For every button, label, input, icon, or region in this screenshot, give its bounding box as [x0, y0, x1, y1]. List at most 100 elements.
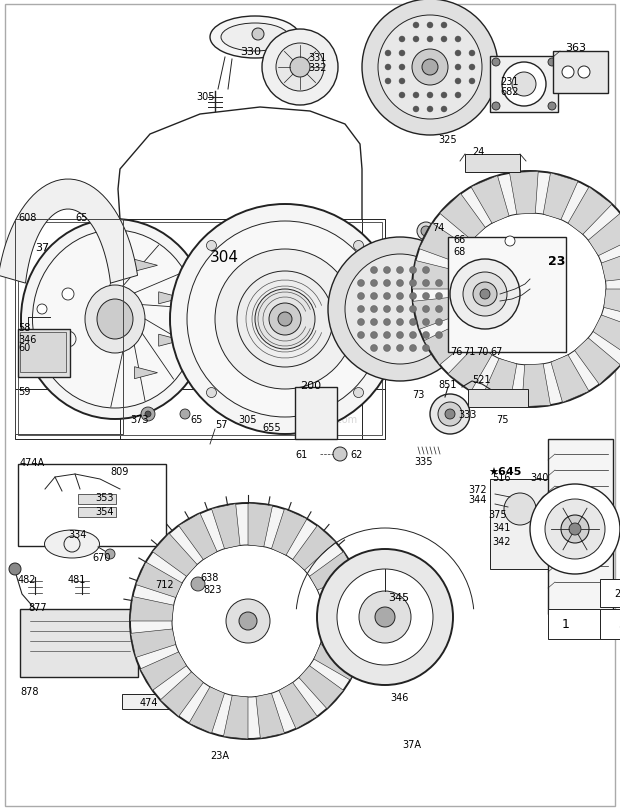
- Text: 655: 655: [262, 423, 281, 432]
- Polygon shape: [223, 696, 248, 739]
- Circle shape: [454, 214, 606, 366]
- Circle shape: [375, 607, 395, 627]
- Ellipse shape: [45, 530, 99, 558]
- Circle shape: [412, 172, 620, 407]
- Bar: [18, 223, 382, 436]
- Circle shape: [385, 79, 391, 85]
- Circle shape: [399, 79, 405, 85]
- Circle shape: [409, 293, 417, 300]
- Circle shape: [105, 549, 115, 560]
- Circle shape: [569, 523, 581, 535]
- Polygon shape: [588, 214, 620, 256]
- Circle shape: [492, 103, 500, 111]
- Text: 341: 341: [492, 522, 510, 532]
- Circle shape: [545, 500, 605, 560]
- Circle shape: [384, 280, 391, 287]
- Circle shape: [397, 345, 404, 352]
- Circle shape: [358, 319, 365, 326]
- Circle shape: [359, 591, 411, 643]
- Circle shape: [226, 599, 270, 643]
- Bar: [465, 155, 520, 173]
- Circle shape: [255, 290, 315, 350]
- Polygon shape: [256, 693, 285, 739]
- Text: 73: 73: [412, 389, 424, 400]
- Text: 481: 481: [68, 574, 86, 584]
- Polygon shape: [448, 344, 492, 392]
- Text: 60: 60: [18, 342, 30, 353]
- Polygon shape: [522, 364, 551, 407]
- Circle shape: [422, 332, 430, 339]
- Polygon shape: [510, 172, 538, 215]
- Circle shape: [378, 16, 482, 120]
- Circle shape: [328, 238, 472, 381]
- Text: 877: 877: [28, 603, 46, 612]
- Circle shape: [145, 411, 151, 418]
- Circle shape: [262, 30, 338, 106]
- Polygon shape: [551, 355, 589, 403]
- Circle shape: [455, 65, 461, 71]
- Text: 682: 682: [500, 87, 518, 97]
- Circle shape: [430, 394, 470, 435]
- Text: 346: 346: [390, 692, 409, 702]
- Polygon shape: [601, 249, 620, 281]
- Text: 712: 712: [155, 579, 174, 590]
- Circle shape: [353, 388, 363, 398]
- Bar: [18, 465, 166, 547]
- Text: 482: 482: [18, 574, 37, 584]
- Text: 62: 62: [350, 449, 362, 460]
- Circle shape: [506, 266, 554, 314]
- Text: 334: 334: [68, 530, 86, 539]
- Circle shape: [384, 267, 391, 274]
- Circle shape: [399, 93, 405, 99]
- Circle shape: [345, 255, 455, 365]
- Polygon shape: [130, 597, 174, 621]
- Circle shape: [333, 448, 347, 461]
- Circle shape: [422, 293, 430, 300]
- Circle shape: [412, 50, 448, 86]
- Circle shape: [441, 93, 447, 99]
- Circle shape: [413, 37, 419, 43]
- Text: 74: 74: [432, 223, 445, 233]
- Circle shape: [422, 267, 430, 274]
- Circle shape: [384, 306, 391, 313]
- Bar: [600, 609, 620, 639]
- Circle shape: [455, 79, 461, 85]
- Text: 2★3: 2★3: [614, 588, 620, 599]
- Text: 24: 24: [472, 147, 484, 157]
- Circle shape: [187, 221, 383, 418]
- Circle shape: [505, 237, 515, 247]
- Text: 516: 516: [492, 473, 510, 483]
- Circle shape: [397, 280, 404, 287]
- Polygon shape: [314, 645, 360, 680]
- Circle shape: [409, 267, 417, 274]
- Circle shape: [548, 59, 556, 67]
- Text: 70: 70: [476, 346, 489, 357]
- Polygon shape: [419, 224, 467, 264]
- Circle shape: [384, 319, 391, 326]
- Circle shape: [520, 280, 540, 299]
- Circle shape: [384, 345, 391, 352]
- Text: 363: 363: [565, 43, 586, 53]
- Polygon shape: [440, 195, 485, 241]
- Circle shape: [435, 280, 443, 287]
- Polygon shape: [322, 621, 366, 646]
- Text: 65: 65: [190, 414, 202, 424]
- Circle shape: [562, 67, 574, 79]
- Polygon shape: [153, 534, 197, 577]
- Circle shape: [371, 280, 378, 287]
- Circle shape: [502, 63, 546, 107]
- Bar: [468, 389, 528, 407]
- Text: 304: 304: [210, 250, 239, 265]
- Text: 305: 305: [196, 92, 215, 102]
- Polygon shape: [136, 562, 182, 598]
- Circle shape: [371, 293, 378, 300]
- Circle shape: [450, 260, 520, 329]
- Circle shape: [239, 612, 257, 630]
- Text: 71: 71: [463, 346, 476, 357]
- Circle shape: [206, 388, 216, 398]
- Text: 373: 373: [130, 414, 149, 424]
- Text: 608: 608: [18, 212, 37, 223]
- Bar: [548, 440, 613, 614]
- Circle shape: [172, 545, 324, 697]
- Circle shape: [422, 319, 430, 326]
